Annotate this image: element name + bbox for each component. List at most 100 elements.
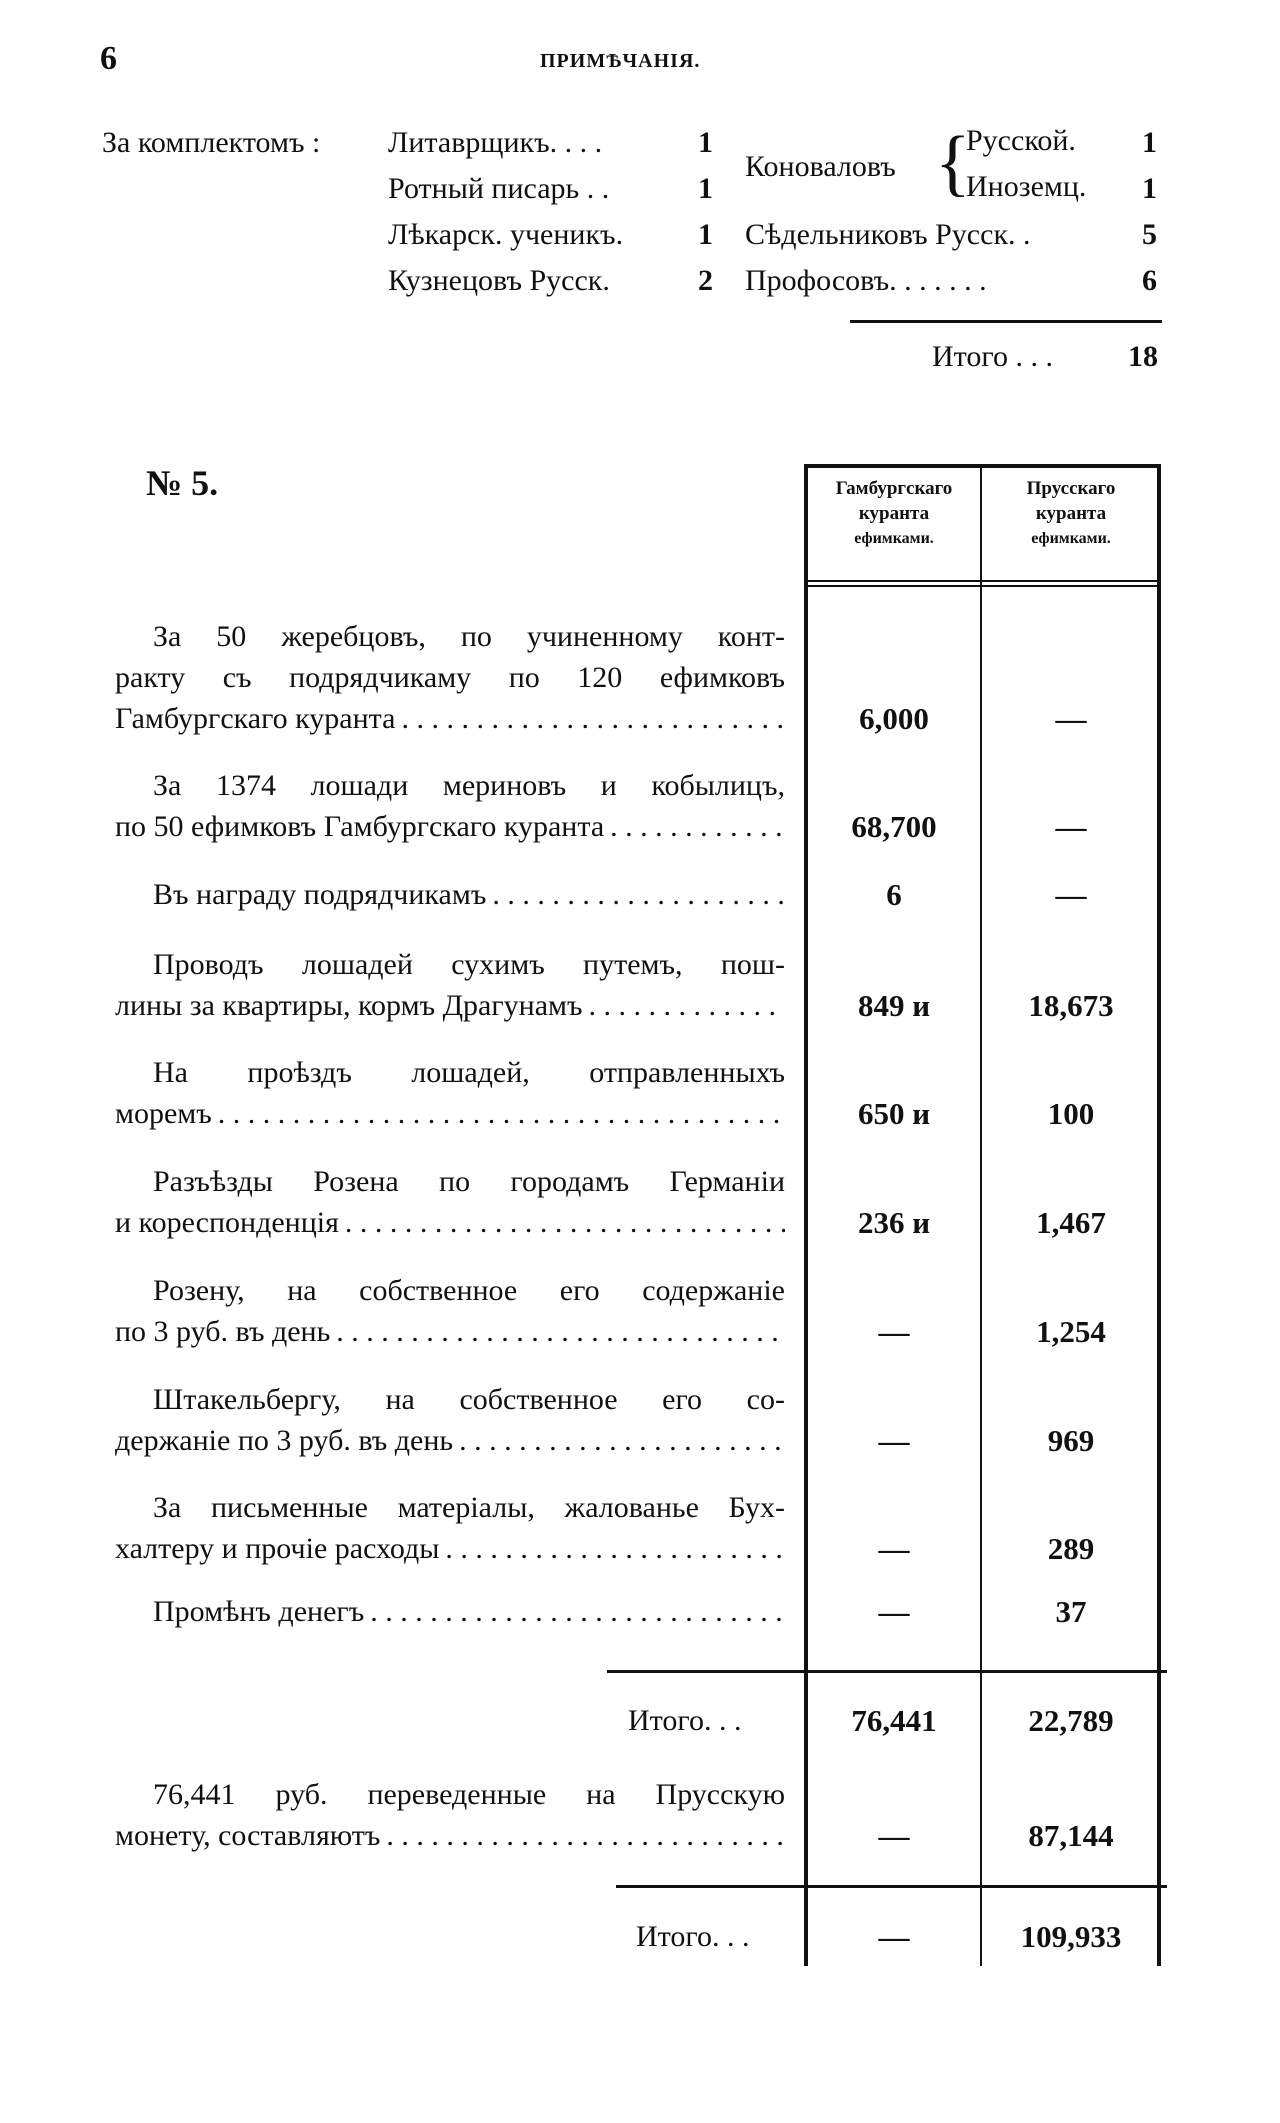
entry-line: лины за квартиры, кормъ Драгунамъ <box>115 985 785 1026</box>
dot-leader <box>459 1420 785 1461</box>
entry-line: и кореспонденція <box>115 1202 785 1243</box>
entry-text: Въ награду подрядчикамъ <box>153 878 487 911</box>
entry-line: Проводъ лошадей сухимъ путемъ, пош- <box>115 944 785 985</box>
subtotal-rule <box>607 1670 1167 1673</box>
table-top-border <box>804 464 1160 468</box>
entry-line: халтеру и прочіе расходы <box>115 1528 785 1569</box>
amount-hamburg: 68,700 <box>851 809 937 844</box>
amount-hamburg: — <box>878 1531 910 1566</box>
amount-hamburg: — <box>878 1818 910 1853</box>
entry-line: по 50 ефимковъ Гамбургскаго куранта <box>115 806 785 847</box>
complement-count: 2 <box>698 264 713 297</box>
header-line: Прусскаго <box>1026 478 1116 499</box>
entry-text: Промѣнъ денегъ <box>153 1595 365 1628</box>
farrier-count: 1 <box>1142 172 1157 205</box>
brace-icon: { <box>935 122 971 204</box>
amount-hamburg: — <box>878 1423 910 1458</box>
conversion-row: 76,441 руб. переведенные на Прусскую моне… <box>115 1774 785 1856</box>
entry-line: держаніе по 3 руб. въ день <box>115 1420 785 1461</box>
amount-prussian: — <box>1055 809 1087 844</box>
farrier-item: Русской. <box>966 124 1076 157</box>
table-row: На проѣздъ лошадей, отправленныхъ моремъ <box>115 1052 785 1134</box>
header-line: Гамбургскаго <box>835 478 953 499</box>
amount-prussian: 100 <box>1047 1096 1095 1131</box>
amount-prussian: 1,254 <box>1036 1314 1106 1349</box>
entry-text: моремъ <box>115 1097 212 1130</box>
entry-text: и кореспонденція <box>115 1206 339 1239</box>
table-row: Розену, на собственное его содержаніе по … <box>115 1270 785 1352</box>
entry-text: по 50 ефимковъ Гамбургскаго куранта <box>115 810 605 843</box>
dot-leader <box>610 806 785 847</box>
complement-label: За комплектомъ : <box>102 126 321 159</box>
entry-line: ракту съ подрядчикаму по 120 ефимковъ <box>115 657 785 698</box>
entry-line: На проѣздъ лошадей, отправленныхъ <box>115 1052 785 1093</box>
farrier-item: Иноземц. <box>966 170 1087 203</box>
entry-text: халтеру и прочіе расходы <box>115 1532 440 1565</box>
dot-leader <box>492 874 785 915</box>
dot-leader <box>336 1311 785 1352</box>
column-header-prussian: Прусскаго куранта ефимками. <box>982 476 1160 551</box>
table-right-border <box>1157 464 1161 1966</box>
subtotal-label: Итого. . . <box>628 1704 742 1737</box>
dot-leader <box>401 698 785 739</box>
table-row: За 1374 лошади мериновъ и кобылицъ, по 50… <box>115 765 785 847</box>
entry-line: монету, составляютъ <box>115 1815 785 1856</box>
entry-line: Разъѣзды Розена по городамъ Германіи <box>115 1161 785 1202</box>
entry-text: монету, составляютъ <box>115 1819 381 1852</box>
dot-leader <box>370 1591 785 1632</box>
entry-text: Проводъ лошадей сухимъ путемъ, пош- <box>153 948 785 981</box>
amount-hamburg: — <box>878 1594 910 1629</box>
header-line: куранта <box>858 503 930 524</box>
complement-item: Лѣкарск. ученикъ. <box>388 218 624 251</box>
amount-hamburg: 236 и <box>857 1205 931 1240</box>
entry-text: Розену, на собственное его содержаніе <box>153 1274 785 1307</box>
entry-text: Штакельбергу, на собственное его со- <box>153 1383 785 1416</box>
entry-text: За 50 жеребцовъ, по учиненному конт- <box>153 620 785 653</box>
complement-item: Ротный писарь . . <box>388 172 610 205</box>
entry-text: ракту съ подрядчикаму по 120 ефимковъ <box>115 661 785 694</box>
entry-line: Гамбургскаго куранта <box>115 698 785 739</box>
total-label: Итого. . . <box>636 1920 750 1953</box>
amount-prussian: 969 <box>1047 1423 1095 1458</box>
amount-prussian: — <box>1055 877 1087 912</box>
subtotal-prussian: 22,789 <box>1028 1703 1114 1738</box>
header-line: ефимками. <box>854 530 934 547</box>
amount-prussian: — <box>1055 701 1087 736</box>
complement-total-label: Итого . . . <box>932 340 1053 373</box>
entry-line: Штакельбергу, на собственное его со- <box>115 1379 785 1420</box>
dot-leader <box>589 985 785 1026</box>
farriers-label: Коноваловъ <box>745 150 896 183</box>
complement-count: 1 <box>698 172 713 205</box>
dot-leader <box>445 1528 785 1569</box>
entry-text: лины за квартиры, кормъ Драгунамъ <box>115 989 583 1022</box>
entry-line: моремъ <box>115 1093 785 1134</box>
divider <box>850 320 1162 323</box>
table-row: Промѣнъ денегъ <box>115 1591 785 1632</box>
table-row: Проводъ лошадей сухимъ путемъ, пош-лины … <box>115 944 785 1026</box>
total-hamburg: — <box>878 1919 910 1954</box>
total-rule <box>616 1885 1167 1888</box>
amount-prussian: 18,673 <box>1028 988 1114 1023</box>
page-number: 6 <box>100 40 117 77</box>
complement-count: 6 <box>1142 264 1157 297</box>
table-row: За письменные матеріалы, жалованье Бух-х… <box>115 1487 785 1569</box>
amount-prussian: 37 <box>1055 1594 1087 1629</box>
total-prussian: 109,933 <box>1020 1919 1122 1954</box>
amount-hamburg: 650 и <box>857 1096 931 1131</box>
table-row: Штакельбергу, на собственное его со-держ… <box>115 1379 785 1461</box>
complement-item: Кузнецовъ Русск. <box>388 264 610 297</box>
complement-count: 1 <box>698 218 713 251</box>
entry-line: За письменные матеріалы, жалованье Бух- <box>115 1487 785 1528</box>
entry-text: 76,441 руб. переведенные на Прусскую <box>153 1778 785 1811</box>
dot-leader <box>345 1202 785 1243</box>
amount-hamburg: 6 <box>886 877 902 912</box>
table-row: Разъѣзды Розена по городамъ Германіи и ко… <box>115 1161 785 1243</box>
entry-text: по 3 руб. въ день <box>115 1315 331 1348</box>
entry-line: Въ награду подрядчикамъ <box>115 874 785 915</box>
column-header-hamburg: Гамбургскаго куранта ефимками. <box>808 476 980 551</box>
amount-hamburg: 6,000 <box>859 701 929 736</box>
entry-line: За 1374 лошади мериновъ и кобылицъ, <box>115 765 785 806</box>
entry-line: За 50 жеребцовъ, по учиненному конт- <box>115 616 785 657</box>
complement-item: Литаврщикъ. . . . <box>388 126 603 159</box>
entry-text: За 1374 лошади мериновъ и кобылицъ, <box>153 769 785 802</box>
